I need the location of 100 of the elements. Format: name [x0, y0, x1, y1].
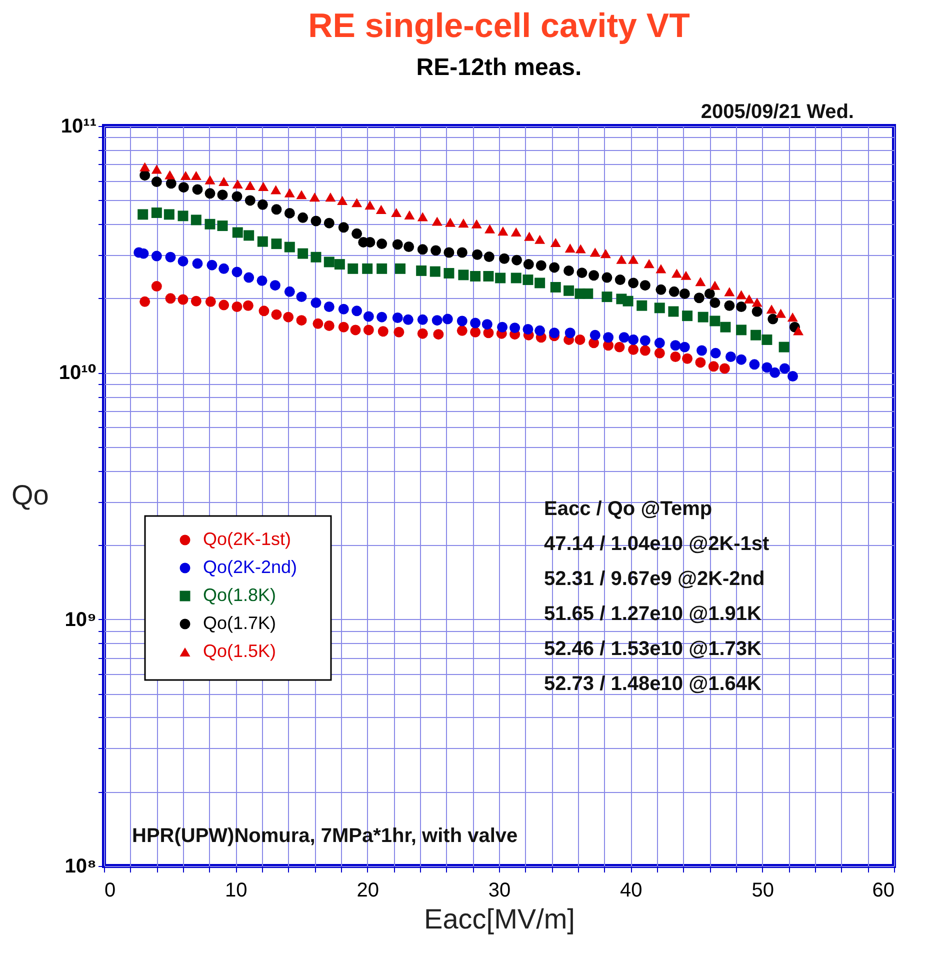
point: [679, 342, 690, 352]
point: [510, 227, 522, 236]
point: [376, 204, 386, 214]
point: [218, 263, 230, 274]
chart-title: RE single-cell cavity VT: [308, 7, 690, 45]
point: [151, 176, 162, 188]
point: [232, 191, 242, 202]
point: [140, 162, 150, 172]
point: [244, 195, 256, 206]
point: [672, 268, 682, 278]
point: [348, 263, 358, 274]
point: [600, 249, 611, 258]
point: [204, 188, 216, 199]
point: [334, 259, 345, 270]
point: [694, 292, 704, 304]
point: [736, 324, 747, 336]
point: [752, 306, 762, 317]
legend-label: Qo(1.7K): [203, 613, 276, 633]
point: [232, 227, 243, 238]
annotation: 52.31 / 9.67e9 @2K-2nd: [544, 568, 765, 590]
point: [363, 324, 374, 336]
point: [430, 245, 442, 256]
legend-label: Qo(1.5K): [203, 641, 276, 661]
y-axis-title: Qo: [11, 480, 49, 510]
point: [472, 249, 483, 260]
point: [284, 286, 295, 297]
point: [402, 314, 414, 325]
point: [564, 244, 576, 253]
annotation: 52.73 / 1.48e10 @1.64K: [544, 673, 762, 695]
point: [628, 278, 639, 288]
y-tick-label: 10¹⁰: [58, 362, 96, 384]
point: [324, 218, 334, 228]
point: [499, 253, 510, 264]
point: [404, 210, 415, 220]
point: [218, 176, 230, 186]
x-tick-label: 20: [356, 880, 379, 902]
point: [744, 294, 754, 304]
point: [206, 260, 218, 270]
point: [338, 322, 349, 332]
point: [140, 296, 150, 307]
point: [550, 238, 561, 248]
point: [284, 208, 295, 218]
point: [178, 210, 188, 222]
point: [456, 316, 468, 326]
point: [720, 322, 731, 332]
point: [549, 262, 560, 273]
y-tick-label: 10⁹: [64, 608, 96, 631]
point: [338, 222, 349, 233]
point: [524, 232, 535, 241]
legend-label: Qo(2K-1st): [203, 529, 292, 549]
point: [778, 342, 790, 352]
point: [522, 324, 534, 334]
point: [640, 345, 650, 356]
point: [271, 204, 282, 215]
point: [456, 247, 468, 258]
annotation: Eacc / Qo @Temp: [544, 498, 712, 520]
point: [284, 242, 295, 252]
point: [433, 329, 444, 340]
point: [417, 212, 428, 222]
point: [523, 259, 534, 270]
point: [575, 244, 586, 254]
point: [151, 250, 162, 262]
point: [656, 284, 666, 295]
point: [178, 256, 188, 266]
point: [298, 248, 308, 259]
point: [166, 178, 176, 189]
point: [680, 270, 692, 280]
point: [232, 179, 243, 189]
point: [204, 175, 216, 184]
point: [710, 348, 721, 358]
point: [512, 254, 522, 266]
point: [394, 326, 404, 338]
point: [497, 322, 508, 332]
point: [471, 219, 482, 228]
point: [232, 266, 242, 278]
point: [244, 180, 256, 190]
point: [534, 278, 546, 288]
point: [779, 363, 790, 374]
point: [498, 226, 508, 236]
point: [682, 310, 693, 322]
point: [180, 170, 191, 180]
point: [205, 296, 216, 307]
point: [392, 239, 403, 250]
y-tick-label: 10¹¹: [60, 116, 97, 138]
point: [190, 170, 202, 180]
point: [376, 312, 388, 322]
point: [510, 272, 522, 284]
point: [682, 353, 693, 364]
point: [719, 363, 730, 374]
point: [670, 352, 681, 362]
point: [283, 312, 294, 322]
point: [522, 274, 534, 286]
point: [232, 302, 242, 312]
point: [749, 359, 760, 370]
point: [458, 270, 469, 280]
point: [770, 367, 780, 378]
point: [324, 302, 334, 312]
point: [416, 265, 427, 276]
point: [217, 190, 228, 200]
point: [445, 218, 456, 227]
